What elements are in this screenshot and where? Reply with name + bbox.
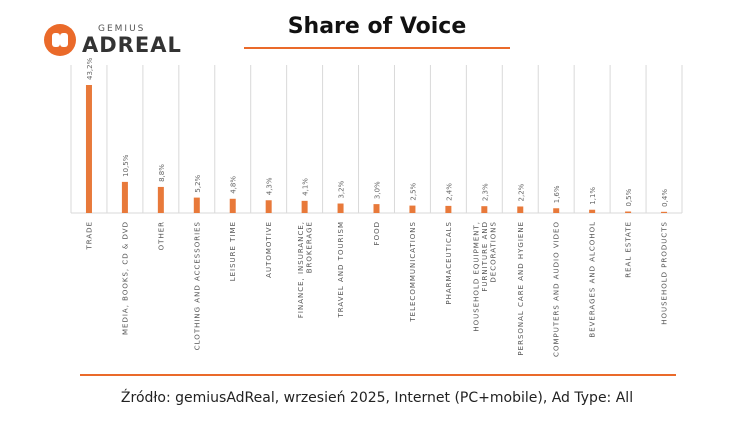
category-label: MEDIA, BOOKS, CD & DVD <box>121 221 129 335</box>
data-label: 4,1% <box>302 178 310 196</box>
data-label: 43,2% <box>86 57 94 80</box>
bar <box>553 208 560 213</box>
category-label: COMPUTERS AND AUDIO VIDEO <box>553 221 561 357</box>
category-label: TRADE <box>85 221 93 250</box>
category-label: HOUSEHOLD PRODUCTS <box>661 221 669 325</box>
data-label: 5,2% <box>194 174 202 192</box>
category-label: HOUSEHOLD EQUIPMENT,FURNITURE ANDDECORAT… <box>472 221 497 332</box>
bar <box>625 211 632 213</box>
footer-divider <box>80 374 676 376</box>
bar <box>661 211 668 213</box>
data-label: 2,5% <box>409 182 417 200</box>
data-label: 1,1% <box>589 187 597 205</box>
data-label: 8,8% <box>158 164 166 182</box>
bar <box>373 204 380 213</box>
category-label: PHARMACEUTICALS <box>445 221 453 305</box>
chart-title: Share of Voice <box>287 14 467 39</box>
bar <box>157 186 164 213</box>
bar <box>121 181 128 213</box>
bar <box>409 205 416 213</box>
category-label: OTHER <box>157 221 165 250</box>
data-label: 1,6% <box>553 185 561 203</box>
bar <box>445 205 452 213</box>
bar <box>481 206 488 213</box>
category-label: LEISURE TIME <box>229 221 237 281</box>
data-label: 4,3% <box>266 177 274 195</box>
category-label: REAL ESTATE <box>625 221 633 278</box>
data-label: 0,5% <box>625 188 633 206</box>
binoculars-icon <box>44 24 76 56</box>
category-label: CLOTHING AND ACCESSORIES <box>193 221 201 350</box>
data-label: 2,3% <box>481 183 489 201</box>
logo-big-text: ADREAL <box>82 33 182 57</box>
bar <box>301 200 308 213</box>
title-underline <box>244 47 510 49</box>
data-label: 2,4% <box>445 183 453 201</box>
bar <box>229 198 236 213</box>
category-label: AUTOMOTIVE <box>265 221 273 278</box>
bar <box>337 203 344 213</box>
category-label: PERSONAL CARE AND HYGIENE <box>517 221 525 356</box>
category-label: FINANCE, INSURANCE,BROKERAGE <box>297 221 314 318</box>
bar <box>517 206 524 213</box>
category-label: BEVERAGES AND ALCOHOL <box>589 221 597 338</box>
data-label: 4,8% <box>230 176 238 194</box>
bar <box>193 197 200 213</box>
data-label: 3,2% <box>338 180 346 198</box>
gemius-adreal-logo: GEMIUS ADREAL <box>44 24 181 60</box>
bar <box>85 85 92 213</box>
data-label: 2,2% <box>517 183 525 201</box>
data-label: 10,5% <box>122 154 130 177</box>
source-note: Źródło: gemiusAdReal, wrzesień 2025, Int… <box>120 390 634 406</box>
bar <box>265 200 272 213</box>
category-label: FOOD <box>373 221 381 245</box>
logo-small-text: GEMIUS <box>98 24 146 34</box>
category-label: TELECOMMUNICATIONS <box>409 221 417 323</box>
bar <box>589 209 596 213</box>
category-label: TRAVEL AND TOURISM <box>337 221 345 319</box>
data-label: 3,0% <box>374 181 382 199</box>
data-label: 0,4% <box>661 189 669 207</box>
